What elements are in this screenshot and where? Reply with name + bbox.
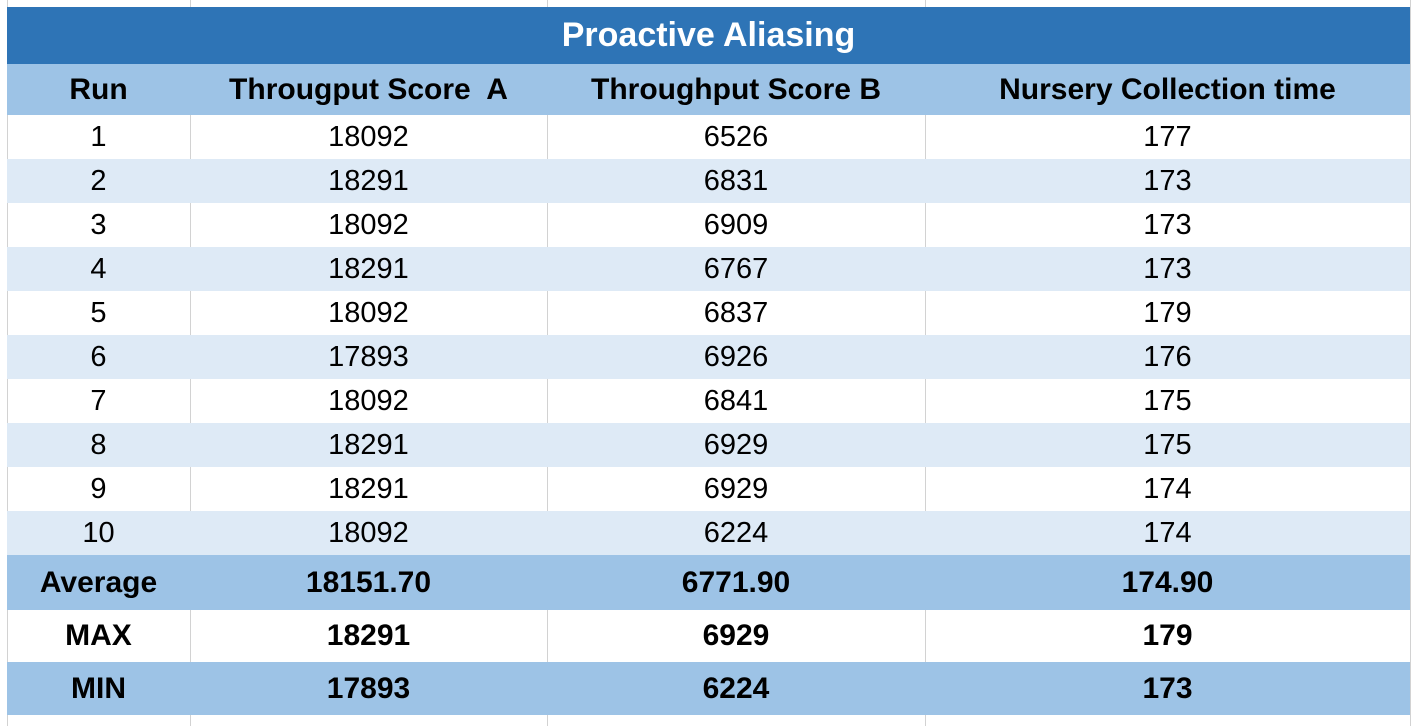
summary-value: 18291 (326, 619, 411, 652)
value-cell: 177 (1143, 120, 1192, 153)
value-cell: 18291 (328, 164, 409, 197)
table-row: 10 18092 6224 174 (7, 511, 1410, 555)
summary-row-max: MAX 18291 6929 179 (7, 610, 1410, 662)
run-cell: 10 (82, 516, 115, 549)
gridline (1410, 0, 1411, 726)
summary-value: 179 (1142, 619, 1193, 652)
value-cell: 6926 (703, 340, 769, 373)
value-cell: 6909 (703, 208, 769, 241)
value-cell: 174 (1143, 516, 1192, 549)
run-cell: 5 (90, 296, 107, 329)
summary-label: Average (39, 565, 158, 599)
table-row: 9 18291 6929 174 (7, 467, 1410, 511)
value-cell: 18092 (328, 120, 409, 153)
data-rows: 1 18092 6526 177 2 18291 6831 173 3 18092 6909 173 4… (7, 115, 1410, 555)
table-header-row: Run Througput Score A Throughput Score B… (7, 64, 1410, 115)
value-cell: 6929 (703, 472, 769, 505)
summary-value: 6224 (702, 671, 770, 705)
value-cell: 6841 (703, 384, 769, 417)
value-cell: 6224 (703, 516, 769, 549)
value-cell: 6831 (703, 164, 769, 197)
summary-label: MAX (65, 619, 132, 652)
value-cell: 173 (1143, 164, 1192, 197)
table-row: 7 18092 6841 175 (7, 379, 1410, 423)
value-cell: 174 (1143, 472, 1192, 505)
summary-value: 174.90 (1121, 565, 1214, 599)
results-table: Proactive Aliasing Run Througput Score A… (7, 7, 1410, 715)
column-header-score-a: Througput Score A (229, 72, 508, 106)
summary-value: 17893 (326, 671, 411, 705)
value-cell: 6929 (703, 428, 769, 461)
summary-row-average: Average 18151.70 6771.90 174.90 (7, 555, 1410, 610)
value-cell: 18092 (328, 516, 409, 549)
value-cell: 18092 (328, 384, 409, 417)
summary-label: MIN (71, 671, 126, 705)
run-cell: 4 (90, 252, 107, 285)
value-cell: 18092 (328, 208, 409, 241)
run-cell: 1 (90, 120, 107, 153)
value-cell: 18291 (328, 428, 409, 461)
run-cell: 8 (90, 428, 107, 461)
column-header-run: Run (69, 72, 128, 106)
table-row: 1 18092 6526 177 (7, 115, 1410, 159)
value-cell: 18092 (328, 296, 409, 329)
summary-value: 173 (1142, 671, 1193, 705)
value-cell: 175 (1143, 428, 1192, 461)
table-row: 5 18092 6837 179 (7, 291, 1410, 335)
run-cell: 3 (90, 208, 107, 241)
run-cell: 2 (90, 164, 107, 197)
value-cell: 6767 (703, 252, 769, 285)
summary-rows: Average 18151.70 6771.90 174.90 MAX 18291 6929… (7, 555, 1410, 715)
table-title: Proactive Aliasing (561, 16, 856, 54)
table-row: 2 18291 6831 173 (7, 159, 1410, 203)
table-row: 3 18092 6909 173 (7, 203, 1410, 247)
value-cell: 6526 (703, 120, 769, 153)
value-cell: 175 (1143, 384, 1192, 417)
run-cell: 7 (90, 384, 107, 417)
value-cell: 179 (1143, 296, 1192, 329)
value-cell: 18291 (328, 472, 409, 505)
table-row: 4 18291 6767 173 (7, 247, 1410, 291)
value-cell: 6837 (703, 296, 769, 329)
value-cell: 176 (1143, 340, 1192, 373)
value-cell: 18291 (328, 252, 409, 285)
summary-value: 6771.90 (681, 565, 791, 599)
summary-row-min: MIN 17893 6224 173 (7, 662, 1410, 715)
table-row: 6 17893 6926 176 (7, 335, 1410, 379)
table-title-bar: Proactive Aliasing (7, 7, 1410, 64)
column-header-score-b: Throughput Score B (591, 72, 881, 106)
run-cell: 9 (90, 472, 107, 505)
table-row: 8 18291 6929 175 (7, 423, 1410, 467)
value-cell: 17893 (328, 340, 409, 373)
value-cell: 173 (1143, 252, 1192, 285)
value-cell: 173 (1143, 208, 1192, 241)
summary-value: 18151.70 (305, 565, 432, 599)
run-cell: 6 (90, 340, 107, 373)
summary-value: 6929 (702, 619, 770, 652)
column-header-nursery: Nursery Collection time (999, 72, 1336, 106)
